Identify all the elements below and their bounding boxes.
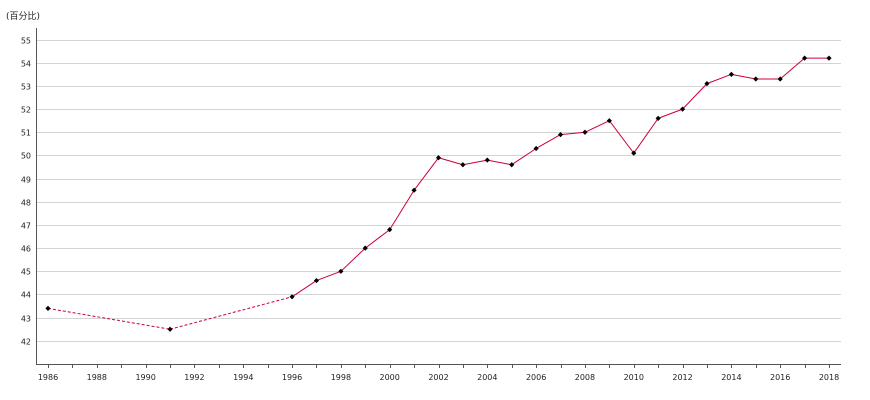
data-point [582,129,588,135]
y-tick-label: 51 [21,129,31,138]
data-point [679,106,686,112]
line-segment [389,189,415,230]
x-tick-label: 2012 [672,373,692,382]
y-tick-label: 53 [21,83,31,92]
y-tick-label: 42 [21,338,31,347]
line-segment [560,131,585,136]
data-point [533,145,539,152]
data-points [45,55,832,332]
axes [36,28,841,368]
data-point [435,155,442,161]
y-tick-label: 46 [21,245,31,254]
data-point [362,245,368,251]
line-segment [340,247,366,272]
line-segment [438,157,464,166]
data-point [557,131,564,138]
line-segment [291,280,317,298]
data-point [460,162,466,168]
line-segment [487,159,512,166]
data-point [411,187,417,193]
x-tick-label: 2016 [770,373,790,382]
line-segment [633,118,659,154]
line-segment [169,296,293,330]
x-tick-label: 1992 [184,373,204,382]
data-point [753,76,759,82]
x-tick-label: 1994 [233,373,253,382]
y-tick-label: 52 [21,106,31,115]
unit-label: (百分比) [6,10,40,22]
series-line [47,57,829,330]
line-segment [657,108,683,119]
y-tick-label: 48 [21,199,31,208]
line-segment [47,307,171,330]
data-point [728,71,734,77]
x-tick-label: 1996 [282,373,302,382]
data-point [45,305,51,311]
line-segment [682,83,708,110]
line-segment [316,270,342,282]
x-tick-label: 1998 [331,373,351,382]
data-point [338,268,344,274]
line-segment [779,57,805,80]
data-point [655,115,661,121]
x-tick-label: 2018 [819,373,839,382]
x-tick-label: 2010 [624,373,644,382]
x-tick-label: 2006 [526,373,546,382]
data-point [606,118,612,124]
data-point [313,277,320,284]
x-tick-label: 2014 [721,373,741,382]
data-point [801,55,808,61]
y-tick-label: 49 [21,176,31,185]
data-point [289,294,295,300]
data-point [484,157,490,163]
y-tick-labels: 42 43 44 45 46 47 48 49 50 51 52 53 54 55 [21,37,31,347]
y-tick-label: 45 [21,268,31,277]
data-point [167,326,173,332]
line-segment [364,229,390,249]
line-segment [535,134,561,149]
data-point [704,81,710,87]
line-segment [511,148,537,166]
line-segment [608,120,635,154]
x-tick-label: 1990 [135,373,155,382]
data-point [826,55,832,61]
data-point [509,162,515,168]
x-tick-label: 2004 [477,373,497,382]
line-segment [462,159,488,166]
y-tick-label: 54 [21,60,31,69]
y-tick-label: 44 [21,291,31,300]
y-tick-label: 50 [21,152,31,161]
y-tick-label: 47 [21,222,31,231]
x-tick-label: 2002 [428,373,448,382]
line-segment [731,73,756,80]
x-tick-label: 1988 [87,373,107,382]
x-tick-label: 2008 [575,373,595,382]
x-tick-labels: 1986 1988 1990 1992 1994 1996 1998 2000 2002 2004… [38,373,839,382]
data-point [631,150,637,156]
line-segment [706,73,732,85]
y-tick-label: 55 [21,37,31,46]
y-tick-label: 43 [21,315,31,324]
x-tick-label: 1986 [38,373,58,382]
data-point [387,227,393,233]
line-segment [584,120,610,133]
data-point [777,76,783,82]
x-tick-label: 2000 [380,373,400,382]
grid-lines [36,40,841,342]
line-segment [413,157,439,191]
